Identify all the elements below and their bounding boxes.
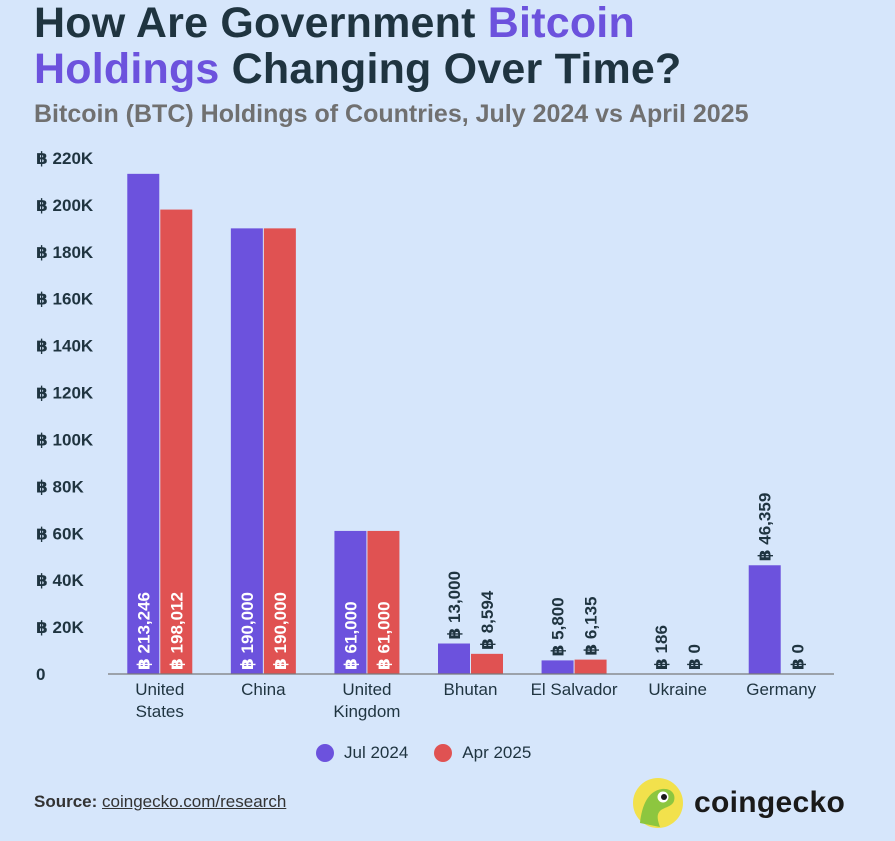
brand-name: coingecko — [694, 786, 846, 819]
title-text-1: How Are Government — [34, 0, 488, 47]
bar-apr-2025 — [160, 209, 193, 675]
bars: ฿ 213,246 ฿ 198,012 ฿ 190,000 ฿ 190,000 ฿ 61… — [127, 173, 808, 675]
bar-chart: 0 ฿ 20K ฿ 40K ฿ 60K ฿ 80K ฿ 100K ฿ 120K ฿ 140K ฿… — [36, 149, 834, 721]
legend-label: Apr 2025 — [462, 743, 532, 762]
y-tick-label: ฿ 40K — [36, 571, 84, 590]
bar-apr-2025 — [367, 530, 400, 674]
value-label: ฿ 61,000 — [374, 601, 393, 670]
value-label: ฿ 13,000 — [445, 571, 464, 640]
value-label: ฿ 213,246 — [134, 592, 153, 670]
bar-jul-2024 — [438, 643, 470, 674]
value-label: ฿ 190,000 — [271, 592, 290, 670]
y-tick-label: ฿ 80K — [36, 477, 84, 496]
source-link[interactable]: coingecko.com/research — [102, 792, 287, 811]
bar-apr-2025 — [471, 653, 503, 674]
x-category-label: China — [241, 680, 286, 699]
bar-jul-2024 — [230, 228, 263, 674]
x-category-label: Ukraine — [648, 680, 707, 699]
value-label: ฿ 0 — [685, 644, 704, 670]
x-category-label: Germany — [746, 680, 816, 699]
title-accent-2: Holdings — [34, 45, 220, 93]
bar-jul-2024 — [748, 565, 781, 674]
y-tick-label: ฿ 100K — [36, 430, 94, 449]
bar-apr-2025 — [574, 659, 607, 674]
chart-subtitle: Bitcoin (BTC) Holdings of Countries, Jul… — [34, 100, 749, 128]
legend-label: Jul 2024 — [344, 743, 409, 762]
bar-jul-2024 — [127, 173, 160, 675]
value-label: ฿ 0 — [789, 644, 808, 670]
y-tick-label: 0 — [36, 665, 45, 684]
y-axis: 0 ฿ 20K ฿ 40K ฿ 60K ฿ 80K ฿ 100K ฿ 120K ฿ 140K ฿… — [36, 149, 94, 684]
x-category-label: El Salvador — [531, 680, 618, 699]
value-label: ฿ 6,135 — [582, 597, 601, 656]
value-label: ฿ 8,594 — [478, 590, 497, 650]
legend-item-apr-2025: Apr 2025 — [434, 743, 531, 763]
value-label: ฿ 186 — [652, 625, 671, 670]
bar-jul-2024 — [334, 530, 367, 674]
y-tick-label: ฿ 60K — [36, 524, 84, 543]
gecko-icon — [633, 778, 683, 828]
source-note: Source: coingecko.com/research — [34, 792, 286, 812]
value-label: ฿ 5,800 — [549, 597, 568, 656]
legend-swatch-apr-2025 — [434, 744, 453, 762]
y-tick-label: ฿ 20K — [36, 618, 84, 637]
x-category-label: United Kingdom — [333, 680, 400, 721]
bar-apr-2025 — [263, 228, 296, 674]
legend-swatch-jul-2024 — [316, 744, 334, 762]
value-label: ฿ 198,012 — [167, 592, 186, 670]
x-axis: United States China United Kingdom Bhutan El S… — [108, 673, 834, 721]
coingecko-logo: coingecko — [632, 777, 845, 829]
title-accent-1: Bitcoin — [487, 0, 635, 47]
legend: Jul 2024 Apr 2025 — [316, 743, 531, 763]
chart-title: How Are Government Bitcoin Holdings Chan… — [34, 0, 681, 92]
value-label: ฿ 46,359 — [756, 493, 775, 562]
y-tick-label: ฿ 140K — [36, 337, 94, 356]
legend-item-jul-2024: Jul 2024 — [316, 743, 408, 763]
y-tick-label: ฿ 160K — [36, 290, 94, 309]
value-label: ฿ 61,000 — [341, 601, 360, 670]
source-label: Source: — [34, 792, 98, 811]
x-category-label: Bhutan — [444, 680, 498, 699]
y-tick-label: ฿ 120K — [36, 384, 94, 403]
y-tick-label: ฿ 220K — [36, 149, 94, 168]
title-text-2: Changing Over Time? — [219, 45, 682, 93]
bar-jul-2024 — [541, 660, 574, 674]
value-label: ฿ 190,000 — [238, 592, 257, 670]
y-tick-label: ฿ 180K — [36, 243, 94, 262]
x-category-label: United States — [135, 680, 184, 721]
y-tick-label: ฿ 200K — [36, 196, 94, 215]
